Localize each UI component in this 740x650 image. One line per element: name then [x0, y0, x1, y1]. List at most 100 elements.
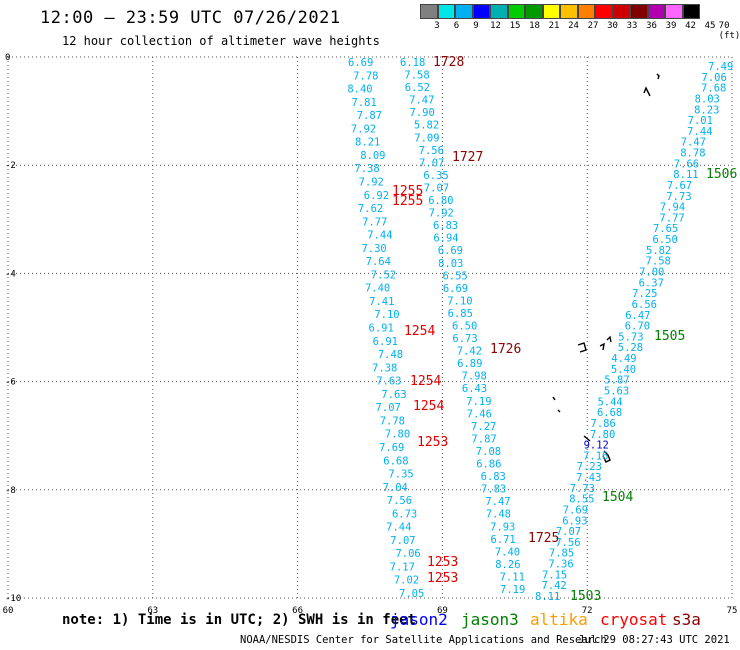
pass-time-label: 1254 — [404, 324, 435, 339]
swh-value: 7.07 — [390, 535, 415, 547]
swh-value: 5.87 — [604, 375, 629, 387]
swh-value: 7.42 — [457, 346, 482, 358]
swh-value: 7.36 — [548, 559, 573, 571]
swh-value: 5.82 — [414, 120, 439, 132]
color-legend — [420, 4, 700, 19]
swh-value: 7.69 — [563, 504, 588, 516]
satellite-name-jason3: jason3 — [461, 610, 519, 629]
swh-value: 6.92 — [364, 190, 389, 202]
swh-value: 7.09 — [414, 132, 439, 144]
swh-value: 7.17 — [390, 561, 415, 573]
swh-value: 5.73 — [618, 331, 643, 343]
swh-value: 6.56 — [632, 299, 657, 311]
swh-value: 7.80 — [385, 429, 410, 441]
swh-value: 7.66 — [674, 158, 699, 170]
swh-value: 7.56 — [555, 537, 580, 549]
legend-label: 42 — [685, 21, 696, 31]
swh-value: 7.92 — [429, 208, 454, 220]
swh-value: 7.11 — [500, 571, 525, 583]
swh-value: 7.87 — [471, 433, 496, 445]
swh-value: 7.58 — [404, 70, 429, 82]
swh-value: 5.44 — [597, 396, 622, 408]
swh-value: 7.30 — [361, 243, 386, 255]
swh-value: 8.11 — [535, 591, 560, 603]
swh-value: 6.91 — [369, 323, 394, 335]
legend-label: 15 — [509, 21, 521, 31]
island-outline — [643, 86, 651, 97]
swh-value: 6.69 — [438, 245, 463, 257]
swh-value: 7.08 — [476, 446, 501, 458]
swh-value: 7.81 — [352, 97, 377, 109]
legend-swatch — [630, 4, 648, 19]
swh-value: 6.83 — [433, 220, 458, 232]
swh-value: 7.10 — [374, 309, 399, 321]
swh-value: 6.83 — [481, 471, 506, 483]
pass-time-label: 1728 — [433, 55, 464, 70]
swh-value: 7.93 — [490, 521, 515, 533]
satellite-name-altika: altika — [530, 610, 588, 629]
swh-value: 7.47 — [485, 496, 510, 508]
swh-value: 7.78 — [380, 415, 405, 427]
island-outline — [656, 73, 660, 80]
swh-value: 6.89 — [457, 358, 482, 370]
y-tick-label: -10 — [5, 594, 21, 604]
swh-value: 7.40 — [495, 546, 520, 558]
pass-time-label: 1503 — [570, 589, 601, 604]
legend-swatch — [490, 4, 508, 19]
swh-value: 6.73 — [392, 508, 417, 520]
legend-swatch — [542, 4, 560, 19]
legend-swatch — [437, 4, 455, 19]
legend-label: 18 — [529, 21, 540, 31]
island-outline — [606, 335, 612, 343]
x-tick-label: 66 — [292, 606, 303, 616]
swh-value: 6.37 — [639, 277, 664, 289]
swh-value: 7.38 — [372, 362, 397, 374]
swh-value: 6.85 — [448, 308, 473, 320]
swh-value: 5.82 — [646, 245, 671, 257]
swh-value: 6.91 — [373, 336, 398, 348]
swh-value: 6.86 — [476, 459, 501, 471]
swh-value: 5.28 — [618, 342, 643, 354]
y-tick-label: -8 — [5, 486, 16, 496]
x-tick-label: 63 — [147, 606, 158, 616]
swh-value: 7.90 — [410, 107, 435, 119]
y-tick-label: -2 — [5, 161, 16, 171]
legend-swatch — [420, 4, 438, 19]
legend-label: 39 — [665, 21, 677, 31]
pass-time-label: 1254 — [413, 399, 444, 414]
swh-value: 6.70 — [625, 321, 650, 333]
swh-value: 7.80 — [590, 429, 615, 441]
satellite-name-cryosat: cryosat — [600, 610, 668, 629]
swh-value: 7.04 — [383, 482, 408, 494]
pass-time-label: 1253 — [427, 555, 458, 570]
swh-value: 6.50 — [652, 234, 677, 246]
legend-swatch — [665, 4, 683, 19]
pass-time-label: 1504 — [602, 490, 633, 505]
page-title: 12:00 – 23:59 UTC 07/26/2021 — [40, 8, 341, 28]
swh-value: 6.50 — [452, 321, 477, 333]
swh-value: 7.19 — [466, 396, 491, 408]
swh-value: 7.05 — [399, 588, 424, 600]
swh-value: 7.62 — [358, 203, 383, 215]
swh-value: 7.77 — [362, 216, 387, 228]
legend-swatch — [577, 4, 595, 19]
legend-swatch — [560, 4, 578, 19]
pass-time-label: 1255 — [392, 194, 423, 209]
swh-value: 6.52 — [405, 82, 430, 94]
pass-time-label: 1253 — [417, 435, 448, 450]
swh-value: 7.35 — [388, 469, 413, 481]
legend-label: 12 — [490, 21, 501, 31]
swh-value: 7.06 — [395, 548, 420, 560]
swh-value: 8.55 — [569, 494, 594, 506]
swh-value: 9.12 — [584, 440, 609, 452]
swh-value: 6.35 — [423, 170, 448, 182]
swh-value: 6.73 — [452, 333, 477, 345]
pass-time-label: 1253 — [427, 571, 458, 586]
pass-time-label: 1726 — [490, 342, 521, 357]
swh-value: 7.94 — [660, 202, 685, 214]
legend-swatch — [647, 4, 665, 19]
swh-value: 7.02 — [394, 575, 419, 587]
swh-value: 7.64 — [366, 256, 391, 268]
swh-value: 7.23 — [577, 461, 602, 473]
